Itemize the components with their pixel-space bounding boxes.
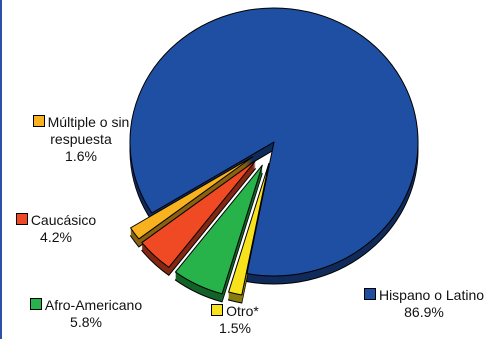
swatch-caucasico [15, 213, 28, 225]
value-caucasico: 4.2% [40, 229, 72, 245]
legend-label-multiple: Múltiple o sin respuesta 1.6% [8, 114, 154, 165]
value-afro: 5.8% [70, 314, 102, 330]
label-multiple-line2: respuesta [50, 131, 112, 147]
pie-slice-caucasico [141, 159, 257, 268]
pie-slice-hispano [129, 7, 419, 277]
legend-label-caucasico: Caucásico 4.2% [6, 212, 106, 246]
swatch-afro [29, 298, 42, 310]
legend-label-hispano: Hispano o Latino 86.9% [349, 287, 493, 321]
value-multiple: 1.6% [65, 148, 97, 164]
swatch-otro [211, 304, 224, 316]
label-afro: Afro-Americano [44, 297, 143, 313]
label-multiple-line1: Múltiple o sin [47, 114, 130, 130]
legend-label-afro: Afro-Americano 5.8% [12, 297, 160, 331]
label-otro: Otro* [226, 303, 259, 319]
swatch-multiple [32, 115, 45, 127]
legend-label-otro: Otro* 1.5% [202, 303, 268, 337]
value-hispano: 86.9% [404, 304, 444, 320]
value-otro: 1.5% [219, 320, 251, 336]
pie-slice-multiple [130, 156, 254, 240]
swatch-hispano [363, 288, 376, 300]
pie-slice-afro [174, 164, 263, 295]
label-caucasico: Caucásico [30, 212, 97, 228]
label-hispano: Hispano o Latino [378, 287, 485, 303]
pie-slice-otro [228, 162, 270, 296]
